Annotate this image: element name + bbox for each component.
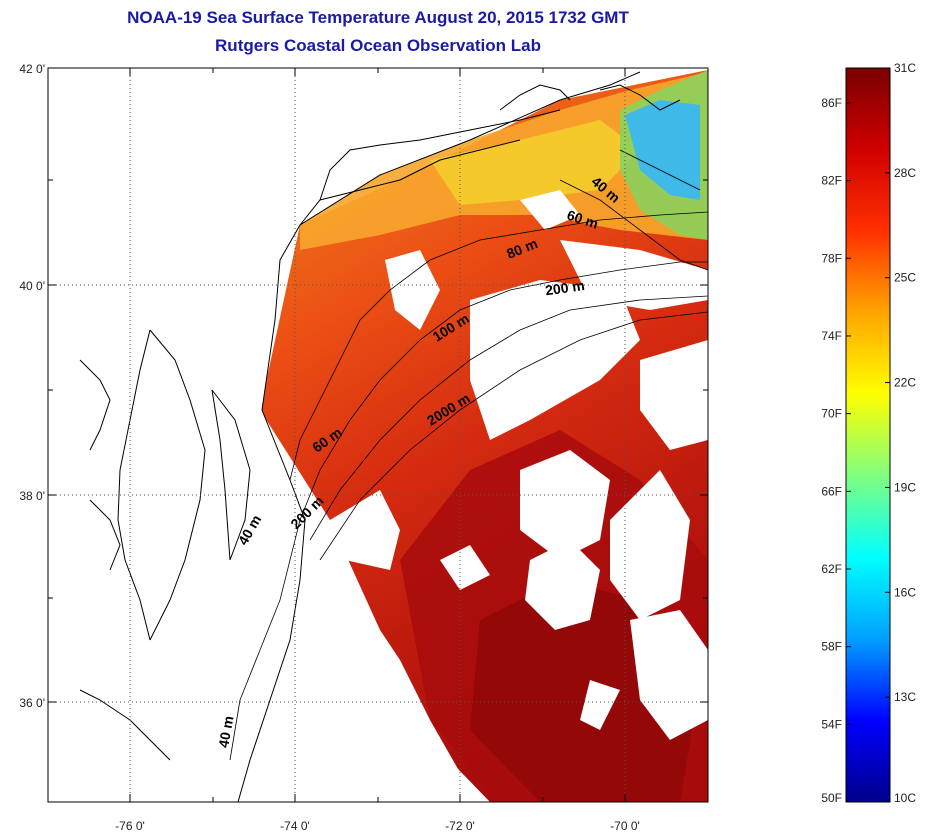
lon-tick-label: -74 0' (280, 819, 310, 832)
colorbar-celsius-label: 16C (894, 585, 916, 599)
lat-tick-label: 38 0' (19, 489, 45, 503)
lon-tick-label: -76 0' (115, 819, 145, 832)
latitude-axis-labels: 42 0' 40 0' 38 0' 36 0' (19, 62, 45, 710)
isobath-label-40m-southwest: 40 m (215, 715, 236, 749)
lat-tick-label: 40 0' (19, 279, 45, 293)
lat-tick-label: 36 0' (19, 696, 45, 710)
colorbar-fahrenheit-label: 66F (821, 484, 842, 498)
colorbar-gradient (845, 67, 891, 803)
colorbar-celsius-ticks: 31C 28C 25C 22C 19C 16C 13C 10C (885, 61, 916, 805)
sst-cold-water (625, 100, 700, 200)
colorbar-celsius-label: 31C (894, 61, 916, 75)
longitude-axis-labels: -76 0' -74 0' -72 0' -70 0' (115, 819, 640, 832)
colorbar-celsius-label: 25C (894, 271, 916, 285)
land (48, 68, 600, 802)
colorbar: 86F 82F 78F 74F 70F 66F 62F 58F 54F 50F 31C 28C 25C… (821, 61, 916, 805)
coastlines (79, 71, 681, 802)
sst-near-shore-band (430, 120, 640, 205)
colorbar-fahrenheit-label: 82F (821, 174, 842, 188)
lat-tick-label: 42 0' (19, 62, 45, 76)
colorbar-celsius-label: 28C (894, 166, 916, 180)
map-content: 40 m 60 m 80 m 200 m 100 m 2000 m 60 m 2… (48, 68, 708, 802)
isobath-label-200m-north: 200 m (544, 277, 586, 298)
map-border-ticks (48, 68, 708, 802)
colorbar-fahrenheit-label: 86F (821, 96, 842, 110)
map-subtitle: Rutgers Coastal Ocean Observation Lab (215, 36, 541, 55)
cloud-mask (330, 190, 708, 802)
colorbar-celsius-label: 19C (894, 480, 916, 494)
colorbar-fahrenheit-label: 50F (821, 791, 842, 805)
isobaths (229, 149, 708, 761)
colorbar-celsius-label: 10C (894, 791, 916, 805)
lon-tick-label: -72 0' (445, 819, 475, 832)
colorbar-celsius-label: 13C (894, 690, 916, 704)
colorbar-fahrenheit-label: 74F (821, 329, 842, 343)
colorbar-celsius-label: 22C (894, 376, 916, 390)
colorbar-fahrenheit-label: 54F (821, 717, 842, 731)
colorbar-fahrenheit-label: 70F (821, 407, 842, 421)
colorbar-fahrenheit-ticks: 86F 82F 78F 74F 70F 66F 62F 58F 54F 50F (821, 96, 851, 805)
colorbar-fahrenheit-label: 62F (821, 562, 842, 576)
colorbar-fahrenheit-label: 78F (821, 251, 842, 265)
colorbar-fahrenheit-label: 58F (821, 640, 842, 654)
map-title: NOAA-19 Sea Surface Temperature August 2… (127, 8, 629, 27)
lon-tick-label: -70 0' (610, 819, 640, 832)
